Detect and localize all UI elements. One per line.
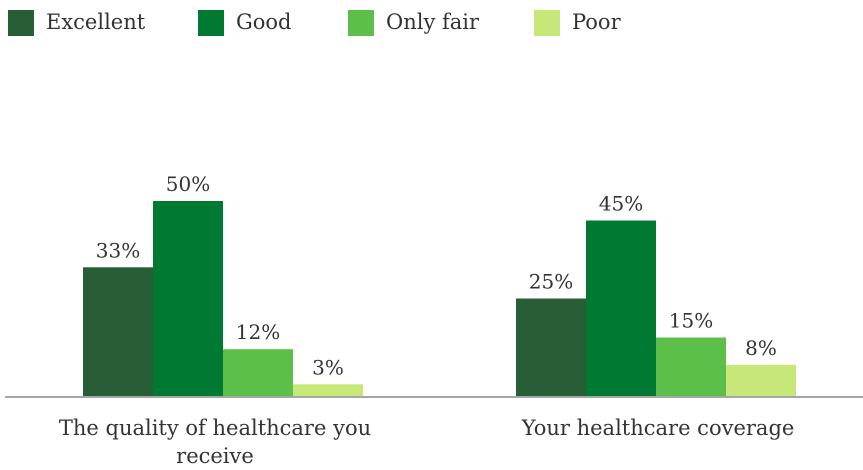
legend-label-only-fair: Only fair: [386, 10, 480, 34]
bar-only-fair-group-1: [223, 349, 293, 396]
category-label-group-2: Your healthcare coverage: [521, 416, 795, 440]
legend-label-excellent: Excellent: [46, 10, 146, 34]
legend-item-only-fair: Only fair: [348, 10, 480, 36]
legend-swatch-excellent: [8, 10, 34, 36]
legend-swatch-good: [198, 10, 224, 36]
bar-poor-group-1: [293, 384, 363, 396]
value-label-poor-group-2: 8%: [745, 336, 777, 360]
value-label-only-fair-group-1: 12%: [236, 320, 280, 344]
legend-item-poor: Poor: [534, 10, 622, 36]
value-label-poor-group-1: 3%: [312, 355, 344, 379]
bar-only-fair-group-2: [656, 337, 726, 396]
category-labels-layer: The quality of healthcare you receive Your…: [59, 416, 794, 468]
value-label-good-group-1: 50%: [166, 172, 210, 196]
bar-excellent-group-2: [516, 298, 586, 396]
legend-item-excellent: Excellent: [8, 10, 146, 36]
bar-poor-group-2: [726, 364, 796, 396]
legend-swatch-poor: [534, 10, 560, 36]
value-label-good-group-2: 45%: [599, 192, 643, 216]
value-labels-layer: 33% 50% 12% 3% 25% 45% 15% 8%: [96, 172, 777, 379]
value-label-excellent-group-1: 33%: [96, 238, 140, 262]
bars-layer: [83, 201, 796, 396]
value-label-excellent-group-2: 25%: [529, 270, 573, 294]
bar-excellent-group-1: [83, 267, 153, 396]
legend-item-good: Good: [198, 10, 292, 36]
legend-swatch-only-fair: [348, 10, 374, 36]
legend: Excellent Good Only fair Poor: [8, 10, 622, 36]
bar-good-group-2: [586, 220, 656, 396]
legend-label-poor: Poor: [572, 10, 622, 34]
value-label-only-fair-group-2: 15%: [669, 309, 713, 333]
legend-label-good: Good: [236, 10, 292, 34]
bar-good-group-1: [153, 201, 223, 396]
category-label-group-1: The quality of healthcare you receive: [59, 416, 371, 468]
